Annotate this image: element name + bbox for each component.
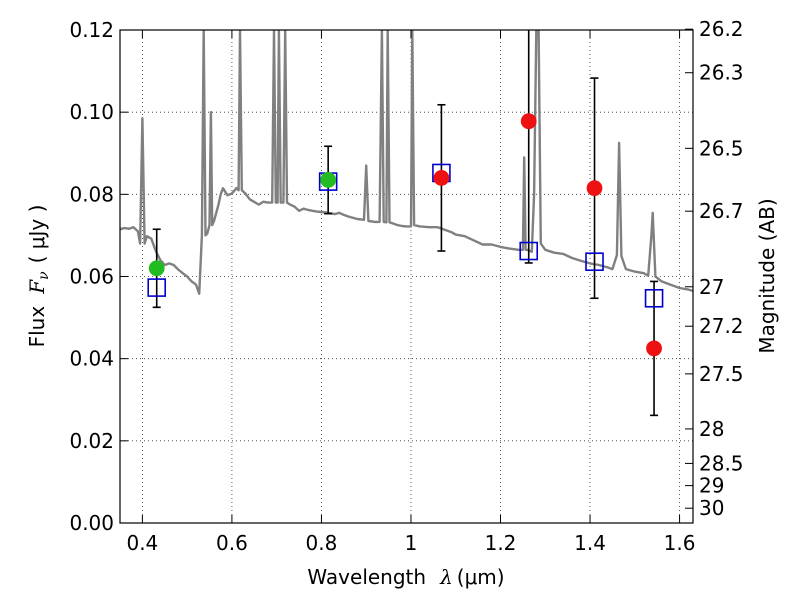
magnitude-tick-label: 26.7: [699, 199, 744, 223]
magnitude-tick-label: 26.2: [699, 17, 744, 41]
magnitude-tick-label: 29: [699, 474, 724, 498]
y-axis-title: Flux Fν ( μJy ): [25, 205, 52, 348]
observed-point-green: [320, 172, 337, 188]
magnitude-tick-label: 30: [699, 496, 724, 520]
observed-point-red: [586, 180, 603, 197]
x-tick-label: 1.4: [574, 531, 606, 555]
magnitude-tick-label: 28.5: [699, 451, 744, 475]
magnitude-tick-label: 27.2: [699, 314, 744, 338]
observed-point-red: [520, 113, 537, 130]
y-axis-title-text: Flux: [25, 306, 49, 348]
y-tick-label: 0.10: [69, 100, 114, 124]
magnitude-tick-label: 26.5: [699, 136, 744, 160]
ticks: 0.4 0.6 0.8 1 1.2 1.4 1.6 0.00 0.02 0.04 0.06 0.08 0…: [69, 17, 743, 555]
magnitude-tick-label: 27.5: [699, 362, 744, 386]
y-tick-label: 0.06: [69, 265, 114, 289]
y-tick-label: 0.00: [69, 511, 114, 535]
model-photometry-square: [147, 278, 167, 297]
x-axis-symbol: λ: [439, 565, 453, 589]
y-tick-label: 0.12: [69, 18, 114, 42]
x-tick-label: 0.6: [216, 531, 248, 555]
y-tick-label: 0.02: [69, 429, 114, 453]
y-tick-label: 0.08: [69, 182, 114, 206]
y2-axis-title: Magnitude (AB): [755, 198, 779, 353]
y-axis-subscript: ν: [36, 271, 52, 280]
x-tick-label: 0.4: [126, 531, 158, 555]
magnitude-tick-label: 28: [699, 417, 724, 441]
observed-point-green: [148, 260, 165, 277]
model-photometry-square: [519, 241, 539, 261]
observed-point-red: [433, 169, 450, 186]
y-axis-unit: ( μJy ): [25, 205, 49, 264]
model-spectrum-line: [120, 30, 693, 295]
marker-layer: [147, 113, 664, 357]
x-axis-unit: (μm): [457, 565, 505, 589]
x-axis-title: Wavelength λ (μm): [307, 565, 504, 589]
y-axis-symbol: F: [25, 279, 49, 295]
x-tick-label: 1: [405, 531, 418, 555]
x-tick-label: 1.6: [664, 531, 696, 555]
x-tick-label: 1.2: [485, 531, 517, 555]
observed-point-red: [646, 340, 662, 357]
plot-background: [120, 30, 693, 523]
model-photometry-square: [644, 288, 664, 308]
x-axis-title-text: Wavelength: [307, 565, 426, 589]
magnitude-tick-label: 26.3: [699, 61, 744, 85]
model-photometry-square: [585, 252, 604, 272]
spectrum-layer: [120, 30, 693, 295]
y-tick-label: 0.04: [69, 347, 114, 371]
magnitude-tick-label: 27: [699, 275, 724, 299]
x-tick-label: 0.8: [306, 531, 338, 555]
